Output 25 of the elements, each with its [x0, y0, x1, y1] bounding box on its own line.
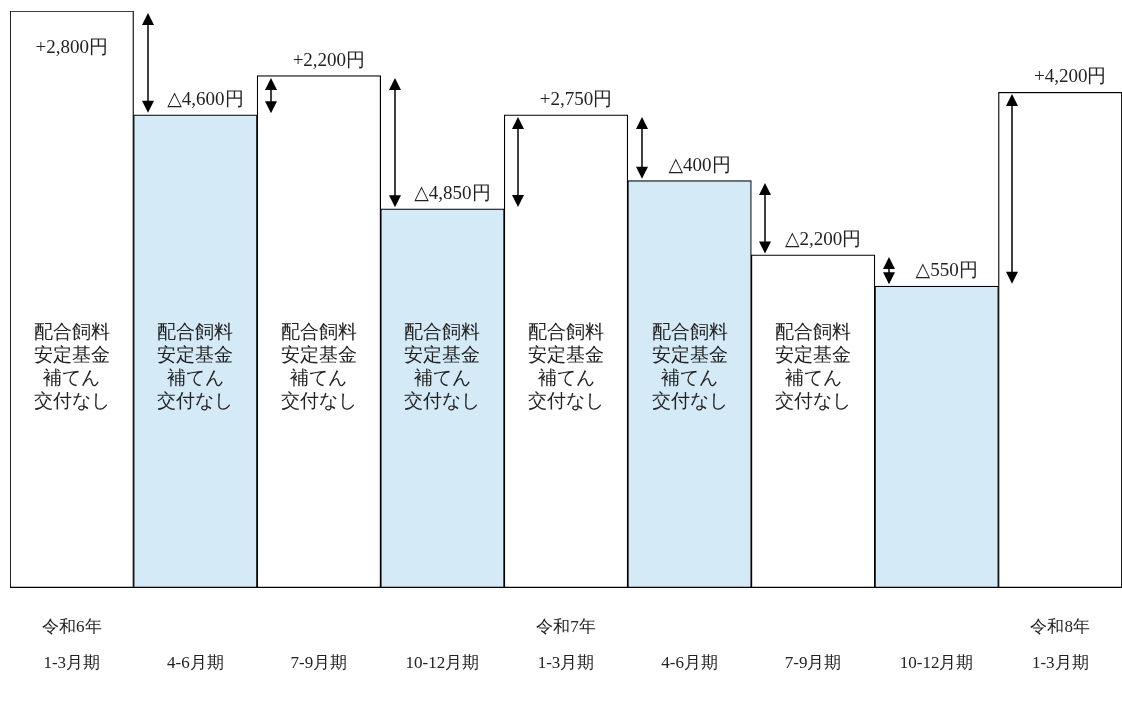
annotation: △4,850円 [414, 181, 491, 203]
x-tick-label: 4-6月期 [167, 652, 224, 672]
annotation: 配合飼料安定基金補てん交付なし [651, 320, 728, 411]
x-tick-label: 4-6月期 [661, 652, 718, 672]
x-tick-label: 令和7年 1-3月期 [536, 616, 596, 672]
x-tick-label: 令和6年 1-3月期 [42, 616, 102, 672]
annotation: 配合飼料安定基金補てん交付なし [33, 320, 110, 411]
annotation: +4,200円 [1033, 65, 1107, 87]
annotation: 配合飼料安定基金補てん交付なし [404, 320, 481, 411]
x-tick-label: 7-9月期 [784, 652, 842, 672]
annotation: △4,600円 [167, 87, 244, 109]
annotation: △550円 [915, 259, 978, 281]
x-tick-label: 令和8年 1-3月期 [1030, 616, 1090, 672]
annotation: +2,200円 [292, 48, 366, 70]
annotation: △2,200円 [784, 227, 862, 249]
annotation: 配合飼料安定基金補てん交付なし [528, 320, 604, 411]
annotation: +2,800円 [35, 36, 109, 57]
annotation: 配合飼料安定基金補てん交付なし [280, 320, 357, 411]
annotation: +2,750円 [539, 87, 613, 109]
x-tick-label: 10-12月期 [899, 652, 974, 672]
x-tick-label: 10-12月期 [405, 652, 480, 672]
annotation: △400円 [668, 153, 731, 175]
annotation: 配合飼料安定基金補てん交付なし [775, 320, 852, 411]
annotation: 配合飼料安定基金補てん交付なし [157, 320, 234, 411]
x-tick-label: 7-9月期 [290, 652, 348, 672]
